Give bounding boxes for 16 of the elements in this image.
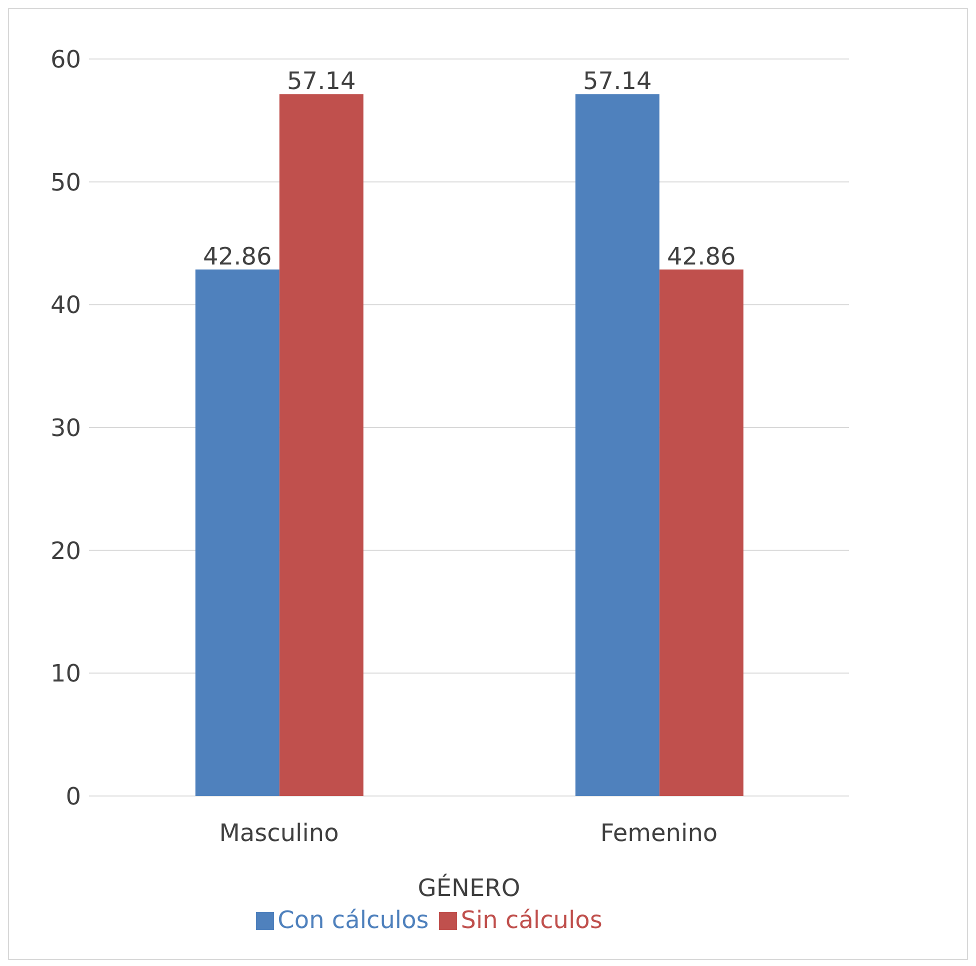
data-label: 57.14 bbox=[583, 67, 652, 96]
legend-label: Sin cálculos bbox=[460, 906, 602, 934]
y-tick-label: 30 bbox=[50, 414, 81, 442]
y-tick-label: 40 bbox=[50, 291, 81, 320]
legend-label: Con cálculos bbox=[278, 906, 429, 934]
y-tick-label: 60 bbox=[50, 46, 81, 74]
data-label: 57.14 bbox=[287, 67, 356, 96]
y-tick-label: 10 bbox=[50, 660, 81, 688]
y-tick-label: 20 bbox=[50, 536, 81, 565]
y-tick-label: 0 bbox=[66, 782, 81, 811]
x-tick-label: Masculino bbox=[219, 819, 339, 848]
x-tick-label: Femenino bbox=[600, 819, 718, 848]
y-tick-label: 50 bbox=[50, 168, 81, 196]
x-axis-title: GÉNERO bbox=[418, 873, 520, 902]
data-label: 42.86 bbox=[203, 242, 272, 271]
data-label: 42.86 bbox=[667, 242, 736, 271]
